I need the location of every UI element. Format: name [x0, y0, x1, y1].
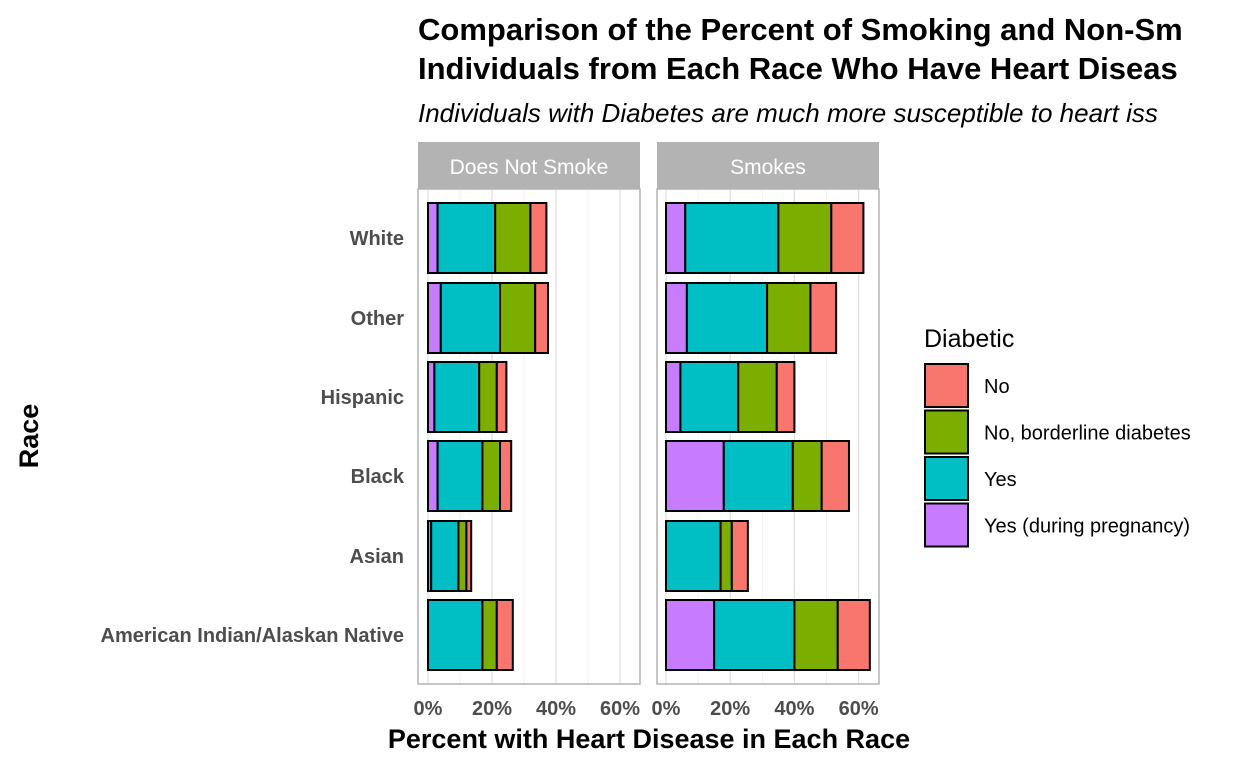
facet-strip: [418, 142, 640, 189]
bar-segment: [791, 440, 823, 512]
bar-segment: [713, 599, 796, 671]
y-tick-label: Black: [351, 466, 405, 488]
bar-segment: [737, 361, 778, 433]
bar-segment: [766, 282, 812, 354]
facet-panels: Does Not Smoke 0% 20% 40% 60% Smokes 0% 20% 40% 6…: [414, 142, 880, 720]
bar-segment: [430, 520, 460, 592]
x-tick-label: 20%: [472, 698, 512, 720]
x-tick-label: 40%: [774, 698, 814, 720]
bar-segment: [495, 361, 508, 433]
y-tick-label: American Indian/Alaskan Native: [101, 625, 404, 647]
bar-segment: [665, 202, 687, 274]
bar-segment: [427, 599, 484, 671]
bar-segment: [478, 361, 498, 433]
legend-key: [924, 363, 969, 408]
x-tick-label: 0%: [414, 698, 443, 720]
bar-segment: [665, 440, 725, 512]
bar-segment: [436, 202, 497, 274]
x-tick-label: 20%: [710, 698, 750, 720]
legend-label: No, borderline diabetes: [984, 423, 1191, 445]
y-tick-label: White: [350, 228, 404, 250]
bar-segment: [665, 599, 716, 671]
y-tick-label: Hispanic: [321, 387, 404, 409]
facet-strip-label: Smokes: [730, 156, 806, 179]
bar-segment: [820, 440, 850, 512]
chart-subtitle: Individuals with Diabetes are much more …: [418, 98, 1158, 128]
bar-segment: [499, 282, 537, 354]
x-tick-label: 0%: [652, 698, 681, 720]
legend-key: [924, 502, 969, 548]
bar-segment: [665, 361, 682, 433]
bar-segment: [684, 202, 780, 274]
bar-segment: [793, 599, 839, 671]
legend-key: [924, 409, 969, 455]
x-axis-title: Percent with Heart Disease in Each Race: [388, 724, 910, 754]
bar-segment: [719, 520, 733, 592]
legend: Diabetic No No, borderline diabetes Yes Yes…: [924, 325, 1191, 548]
bar-segment: [427, 202, 439, 274]
chart-title-line-1: Comparison of the Percent of Smoking and…: [418, 12, 1183, 47]
y-axis-tick-labels: White Other Hispanic Black Asian American Ind…: [101, 228, 405, 647]
y-axis-title: Race: [14, 404, 44, 469]
x-tick-label: 60%: [839, 698, 879, 720]
bar-segment: [685, 282, 769, 354]
bar-segment: [427, 440, 439, 512]
bar-segment: [775, 361, 796, 433]
legend-key: [924, 456, 969, 501]
legend-label: Yes (during pregnancy): [984, 516, 1190, 538]
facet-strip-label: Does Not Smoke: [450, 156, 609, 179]
bar-segment: [809, 282, 838, 354]
x-tick-label: 40%: [536, 698, 576, 720]
legend-label: Yes: [984, 469, 1017, 491]
bar-segment: [494, 202, 532, 274]
y-tick-label: Other: [351, 308, 405, 330]
bar-segment: [433, 361, 481, 433]
bar-segment: [830, 202, 865, 274]
bar-segment: [722, 440, 794, 512]
bar-segment: [836, 599, 871, 671]
bar-segment: [665, 520, 722, 592]
bar-segment: [534, 282, 550, 354]
bar-segment: [465, 520, 473, 592]
bar-segment: [730, 520, 749, 592]
chart-title-line-2: Individuals from Each Race Who Have Hear…: [418, 51, 1178, 86]
legend-title: Diabetic: [924, 325, 1014, 353]
bar-segment: [439, 282, 501, 354]
x-tick-label: 60%: [600, 698, 640, 720]
bar-segment: [777, 202, 833, 274]
panel-border: [656, 188, 880, 685]
facet-strip: [657, 142, 879, 189]
bar-segment: [499, 440, 513, 512]
panel-border: [417, 188, 641, 685]
facet-panel-0: Does Not Smoke 0% 20% 40% 60%: [414, 142, 641, 720]
bar-segment: [481, 440, 501, 512]
facet-panel-1: Smokes 0% 20% 40% 60%: [652, 142, 880, 720]
bar-segment: [436, 440, 484, 512]
legend-label: No: [984, 376, 1010, 398]
bar-segment: [457, 520, 468, 592]
y-tick-label: Asian: [350, 546, 404, 568]
bar-segment: [679, 361, 740, 433]
bar-segment: [495, 599, 514, 671]
bar-segment: [481, 599, 498, 671]
bar-segment: [529, 202, 548, 274]
bar-segment: [665, 282, 688, 354]
bar-segment: [427, 282, 442, 354]
